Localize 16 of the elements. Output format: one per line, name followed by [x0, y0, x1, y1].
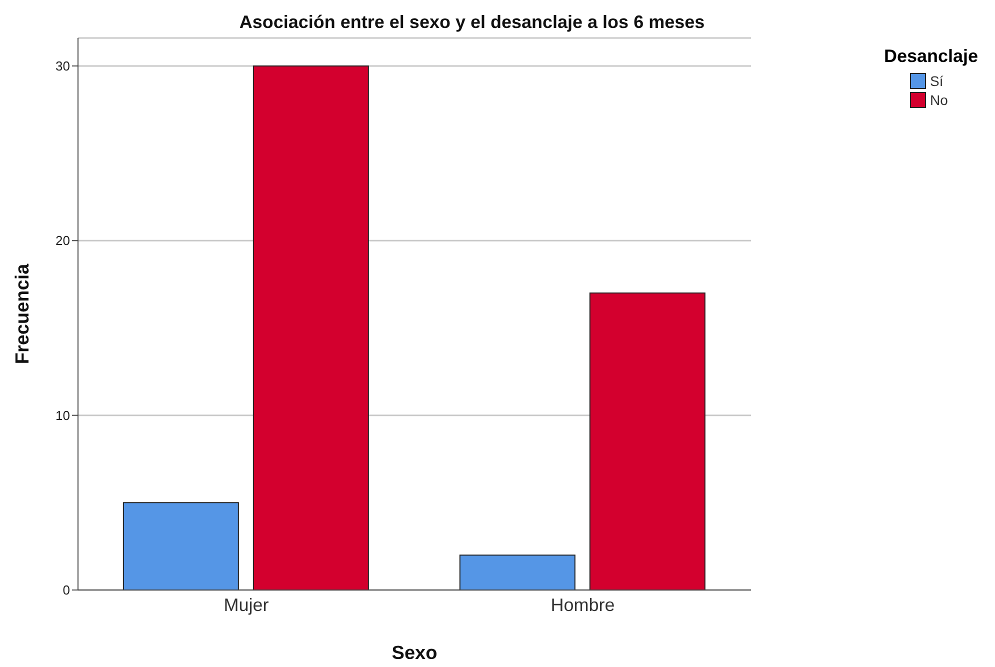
legend-label: Sí [930, 72, 944, 88]
bar [252, 65, 369, 590]
bar [589, 292, 706, 590]
bar [459, 554, 576, 590]
x-axis-title: Sexo [392, 643, 438, 664]
chart-title: Asociación entre el sexo y el desanclaje a los 6 meses [238, 12, 706, 33]
x-tick-label: Mujer [224, 594, 269, 615]
y-tick-label: 0 [62, 582, 70, 598]
legend-title: Desanclaje [884, 46, 980, 67]
x-tick-label: Hombre [550, 594, 615, 615]
y-tick-label: 30 [56, 58, 70, 74]
legend-label: No [930, 92, 948, 108]
y-axis-title: Frecuencia [12, 263, 34, 364]
y-tick-label: 20 [56, 233, 70, 248]
y-tick-label: 10 [56, 408, 70, 423]
bar [122, 502, 239, 590]
